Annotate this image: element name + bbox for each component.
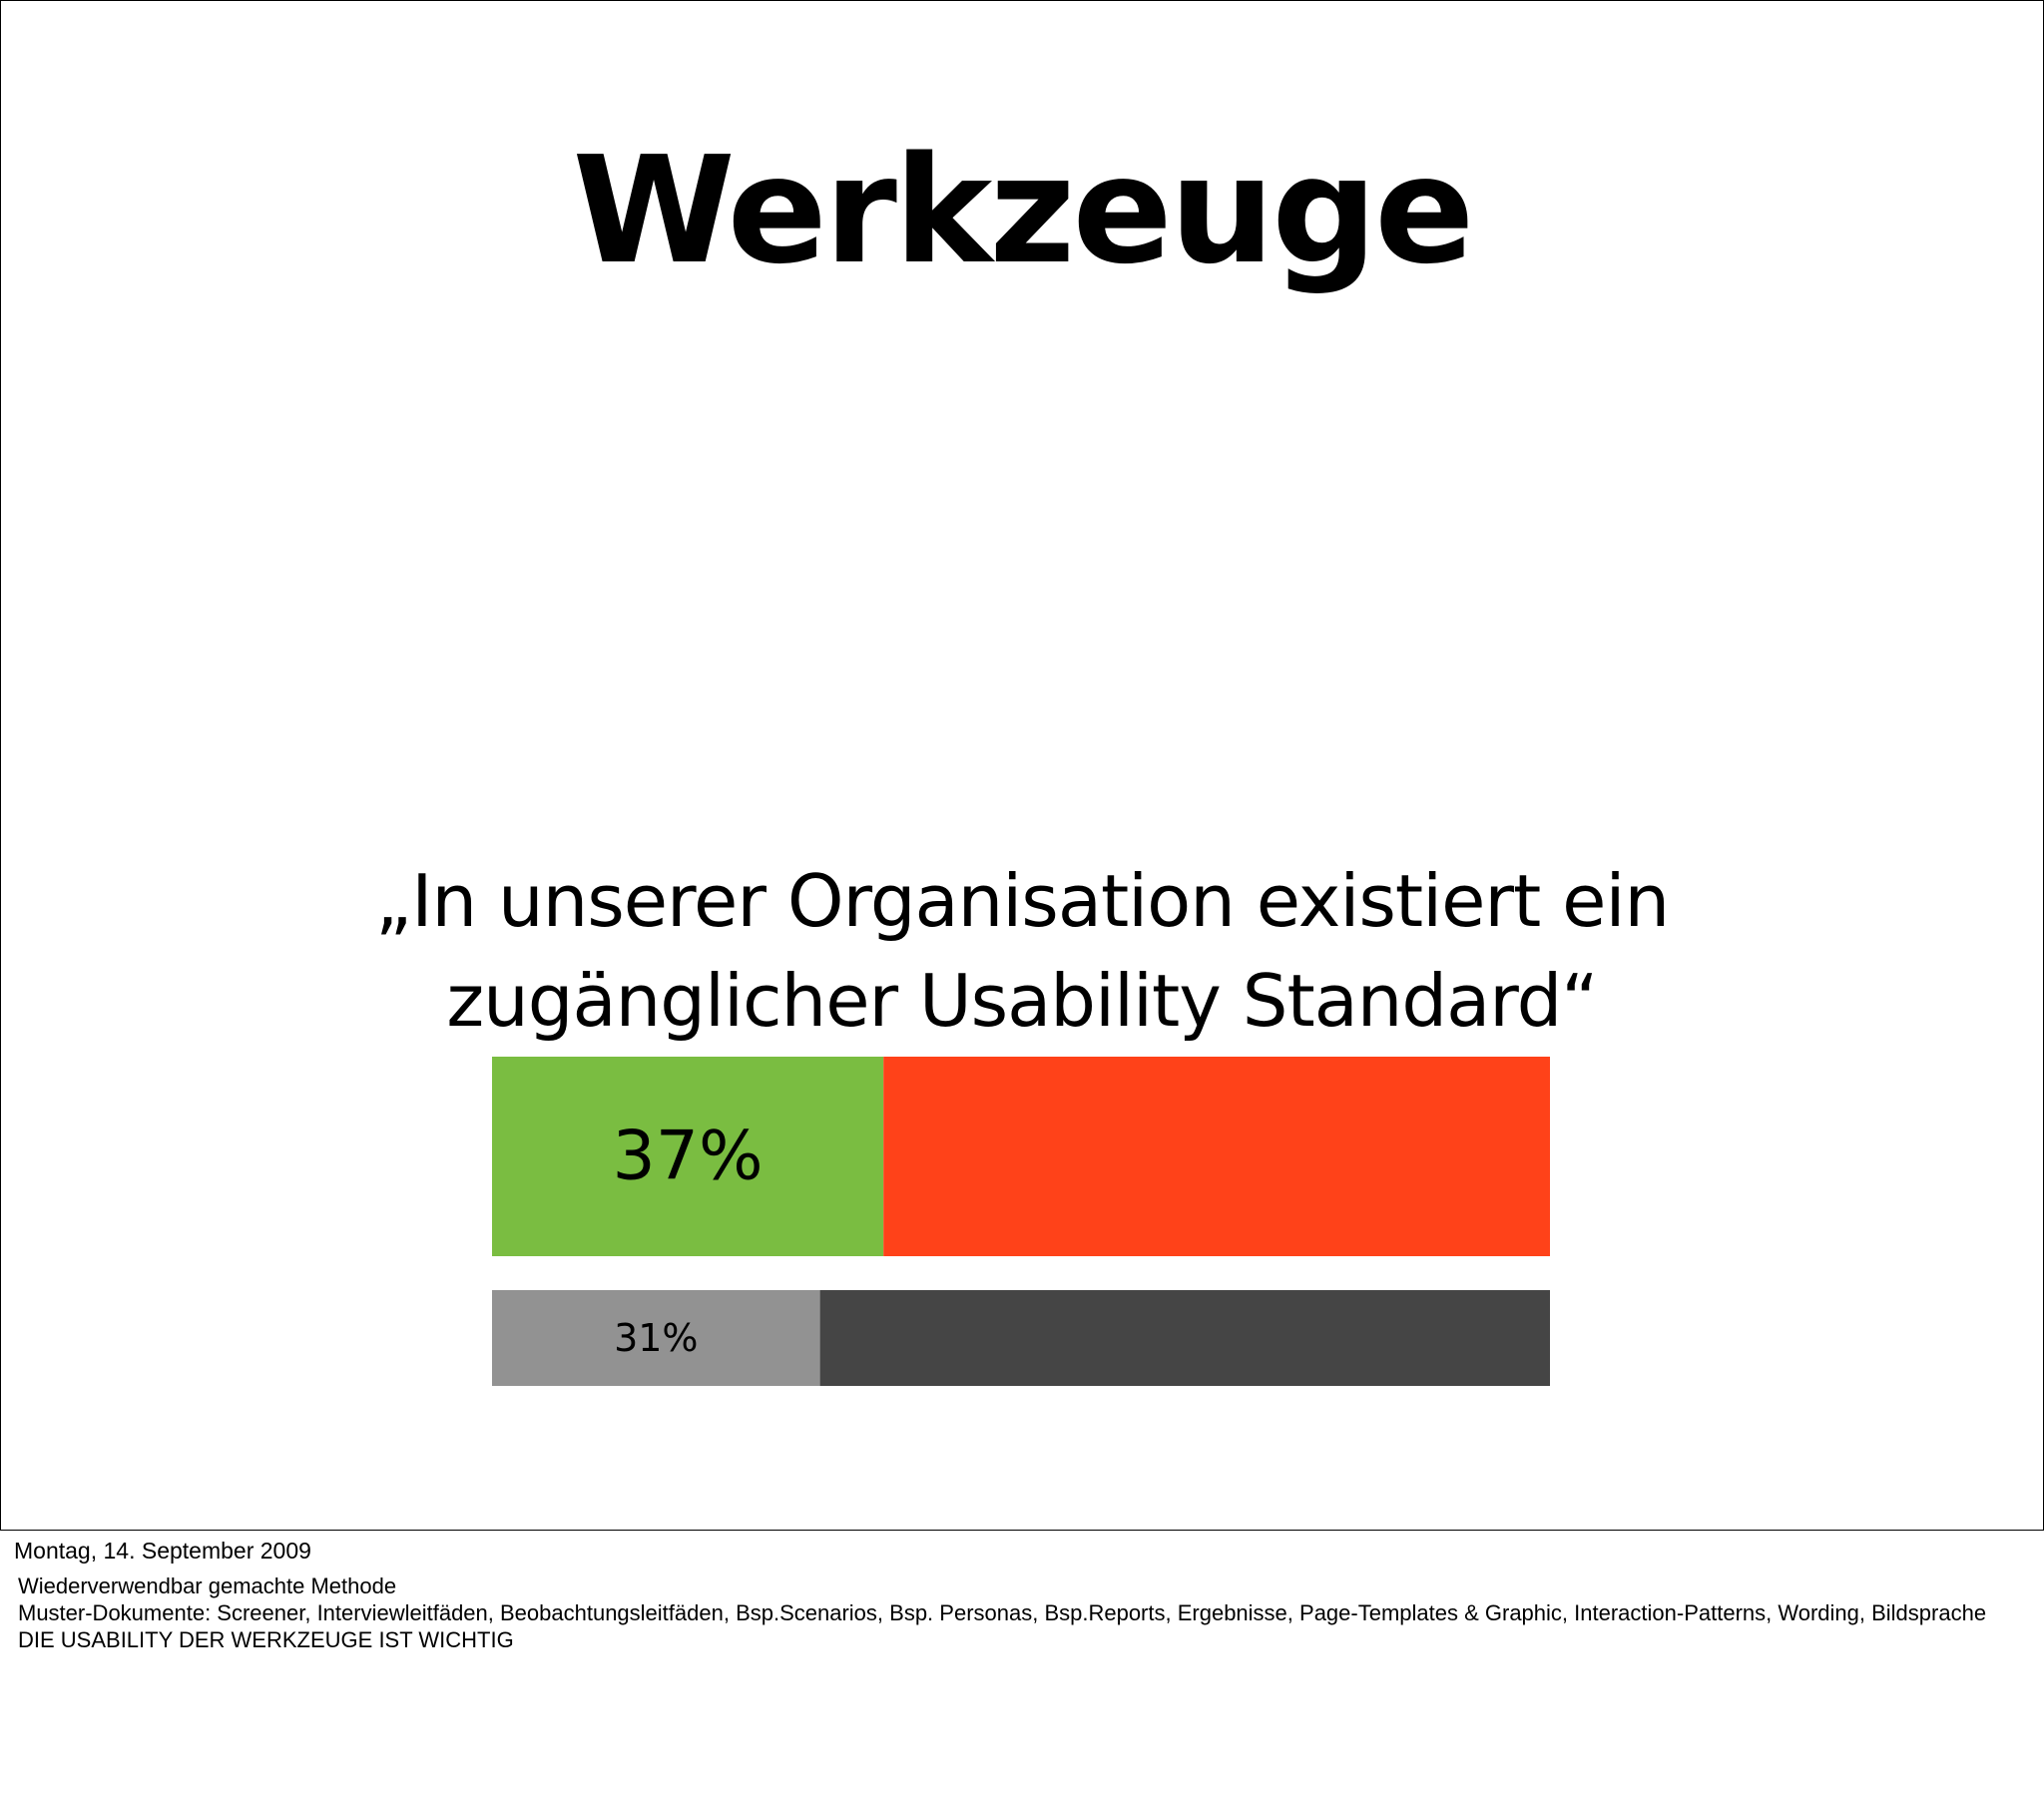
notes-text: Wiederverwendbar gemachte Methode Muster… <box>18 1572 2034 1653</box>
stacked-bar-chart: 37% 31% <box>492 1057 1550 1386</box>
bar-2-segment-1 <box>492 1290 820 1386</box>
bar-2-value-label: 31% <box>614 1316 698 1360</box>
note-line: DIE USABILITY DER WERKZEUGE IST WICHTIG <box>18 1627 514 1652</box>
bar-1-segment-2 <box>883 1057 1550 1256</box>
note-line: Wiederverwendbar gemachte Methode <box>18 1573 397 1598</box>
notes-date: Montag, 14. September 2009 <box>14 1538 311 1564</box>
bar-1-segment-1 <box>492 1057 884 1256</box>
note-line: Muster-Dokumente: Screener, Interviewlei… <box>18 1600 1987 1625</box>
slide-canvas: Werkzeuge „In unserer Organisation exist… <box>0 0 2044 1531</box>
survey-statement-line-1: „In unserer Organisation existiert ein <box>374 859 1670 943</box>
survey-statement: „In unserer Organisation existiert ein z… <box>251 851 1793 1051</box>
slide-title: Werkzeuge <box>572 125 1475 296</box>
survey-statement-line-2: zugänglicher Usability Standard“ <box>446 959 1598 1043</box>
bar-1-value-label: 37% <box>613 1118 764 1196</box>
bar-2-segment-2 <box>819 1290 1550 1386</box>
